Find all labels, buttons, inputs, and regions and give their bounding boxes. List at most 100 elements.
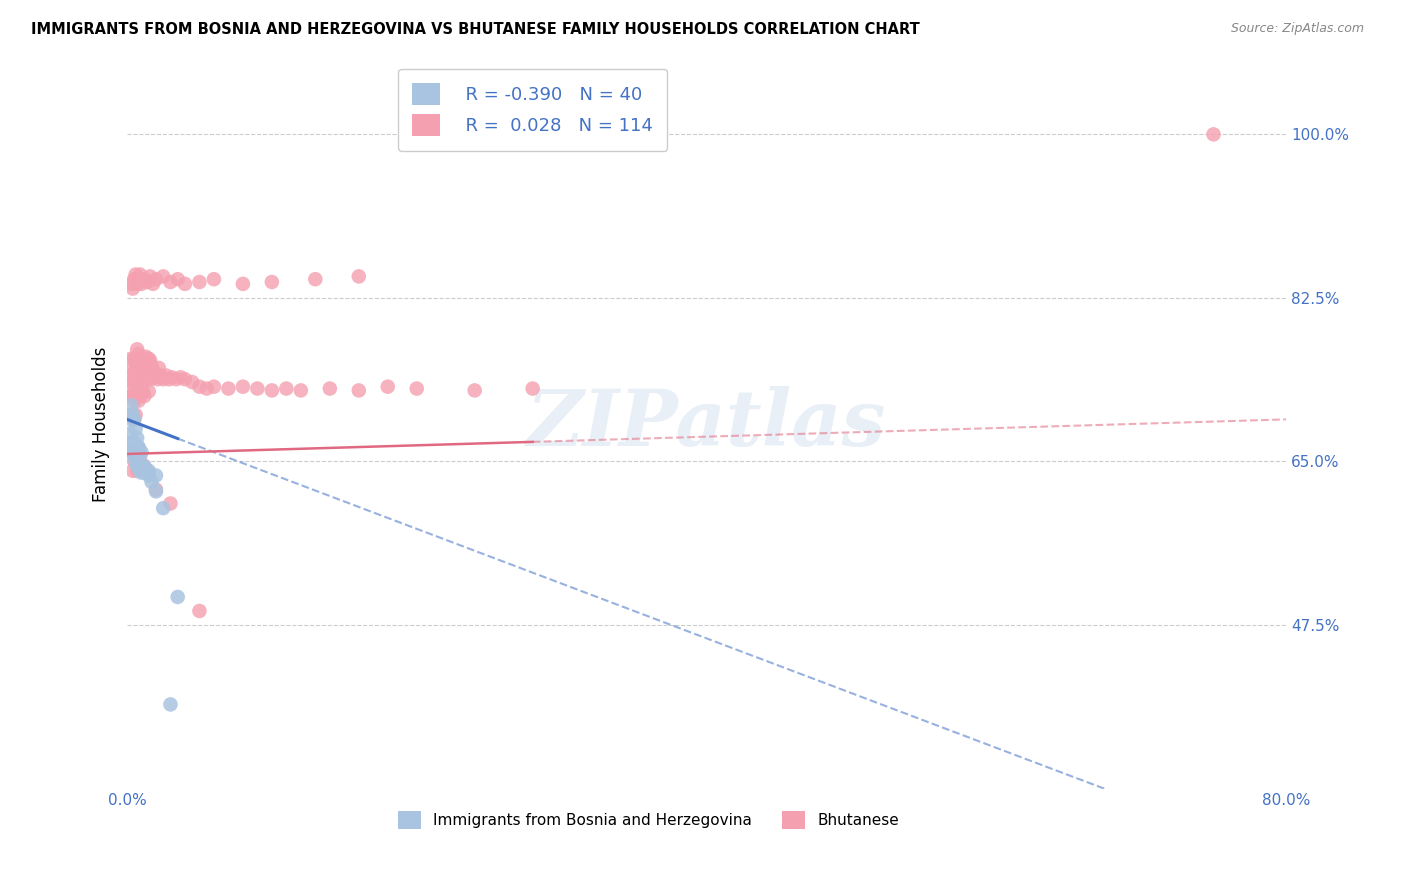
Point — [120, 370, 142, 384]
Point — [165, 372, 187, 386]
Point — [159, 698, 181, 712]
Point — [122, 351, 145, 366]
Point — [128, 375, 150, 389]
Point — [148, 361, 170, 376]
Point — [125, 422, 148, 436]
Point — [128, 447, 150, 461]
Point — [149, 368, 172, 383]
Point — [377, 380, 399, 394]
Point — [464, 384, 486, 398]
Point — [128, 441, 150, 455]
Point — [118, 408, 141, 422]
Point — [135, 350, 157, 364]
Point — [347, 384, 370, 398]
Point — [121, 441, 143, 455]
Point — [150, 370, 173, 384]
Point — [128, 456, 150, 470]
Point — [522, 382, 544, 396]
Point — [121, 375, 143, 389]
Point — [152, 372, 174, 386]
Point — [121, 408, 143, 422]
Point — [128, 361, 150, 376]
Point — [129, 389, 152, 403]
Point — [127, 431, 149, 445]
Point — [134, 272, 156, 286]
Point — [125, 408, 148, 422]
Point — [122, 412, 145, 426]
Point — [188, 604, 211, 618]
Point — [195, 382, 218, 396]
Point — [131, 380, 153, 394]
Point — [134, 368, 156, 383]
Point — [159, 275, 181, 289]
Point — [136, 372, 159, 386]
Point — [125, 363, 148, 377]
Point — [127, 450, 149, 464]
Point — [290, 384, 312, 398]
Point — [122, 380, 145, 394]
Point — [169, 370, 191, 384]
Point — [131, 363, 153, 377]
Point — [136, 353, 159, 368]
Point — [127, 459, 149, 474]
Point — [157, 372, 180, 386]
Point — [319, 382, 342, 396]
Point — [174, 277, 197, 291]
Point — [122, 450, 145, 464]
Point — [122, 412, 145, 426]
Point — [143, 370, 166, 384]
Point — [188, 275, 211, 289]
Point — [125, 351, 148, 366]
Point — [139, 353, 162, 368]
Point — [145, 483, 167, 497]
Point — [155, 368, 177, 383]
Text: Source: ZipAtlas.com: Source: ZipAtlas.com — [1230, 22, 1364, 36]
Point — [132, 366, 155, 380]
Point — [174, 372, 197, 386]
Point — [120, 351, 142, 366]
Point — [304, 272, 326, 286]
Point — [131, 445, 153, 459]
Point — [246, 382, 269, 396]
Point — [152, 269, 174, 284]
Point — [127, 456, 149, 470]
Point — [138, 466, 160, 480]
Point — [134, 389, 156, 403]
Point — [120, 435, 142, 450]
Point — [166, 590, 188, 604]
Point — [128, 272, 150, 286]
Point — [128, 441, 150, 455]
Point — [1202, 128, 1225, 142]
Point — [142, 277, 165, 291]
Point — [134, 459, 156, 474]
Point — [260, 275, 283, 289]
Point — [166, 272, 188, 286]
Point — [120, 398, 142, 412]
Point — [125, 389, 148, 403]
Point — [127, 464, 149, 478]
Point — [141, 359, 163, 373]
Point — [152, 501, 174, 516]
Y-axis label: Family Households: Family Households — [93, 346, 110, 502]
Point — [129, 447, 152, 461]
Point — [138, 351, 160, 366]
Point — [120, 408, 142, 422]
Point — [122, 272, 145, 286]
Point — [131, 277, 153, 291]
Text: IMMIGRANTS FROM BOSNIA AND HERZEGOVINA VS BHUTANESE FAMILY HOUSEHOLDS CORRELATIO: IMMIGRANTS FROM BOSNIA AND HERZEGOVINA V… — [31, 22, 920, 37]
Point — [136, 275, 159, 289]
Point — [142, 363, 165, 377]
Point — [159, 496, 181, 510]
Point — [132, 384, 155, 399]
Point — [121, 445, 143, 459]
Point — [118, 389, 141, 403]
Point — [129, 450, 152, 464]
Point — [125, 447, 148, 461]
Point — [120, 412, 142, 426]
Point — [125, 375, 148, 389]
Point — [129, 368, 152, 383]
Point — [127, 389, 149, 403]
Point — [127, 343, 149, 357]
Point — [121, 408, 143, 422]
Point — [128, 347, 150, 361]
